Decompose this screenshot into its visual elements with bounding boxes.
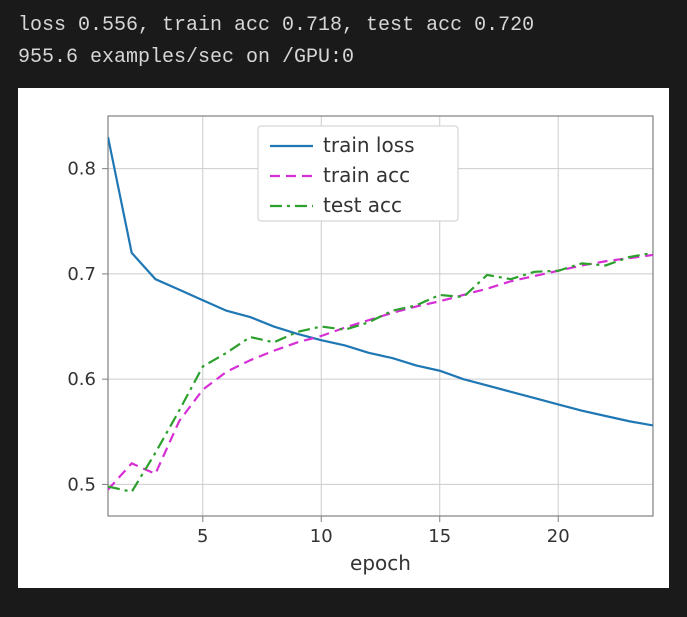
svg-text:0.7: 0.7: [67, 264, 96, 285]
svg-text:0.8: 0.8: [67, 159, 96, 180]
svg-text:test acc: test acc: [323, 193, 402, 217]
svg-text:10: 10: [310, 526, 333, 547]
svg-text:0.6: 0.6: [67, 369, 96, 390]
svg-text:5: 5: [197, 526, 208, 547]
console-line-2: 955.6 examples/sec on /GPU:0: [18, 46, 354, 69]
svg-text:epoch: epoch: [350, 551, 411, 575]
training-chart: 5 10 15 20 0.5 0.6 0.7 0.8 epoch train loss train …: [18, 88, 669, 588]
console-line-1: loss 0.556, train acc 0.718, test acc 0.…: [18, 14, 534, 37]
svg-text:0.5: 0.5: [67, 474, 96, 495]
svg-text:20: 20: [547, 526, 570, 547]
chart-svg: 5 10 15 20 0.5 0.6 0.7 0.8 epoch train loss train …: [28, 98, 659, 578]
console-output: loss 0.556, train acc 0.718, test acc 0.…: [0, 0, 687, 80]
svg-text:train loss: train loss: [323, 133, 415, 157]
svg-text:15: 15: [428, 526, 451, 547]
svg-text:train acc: train acc: [323, 163, 410, 187]
